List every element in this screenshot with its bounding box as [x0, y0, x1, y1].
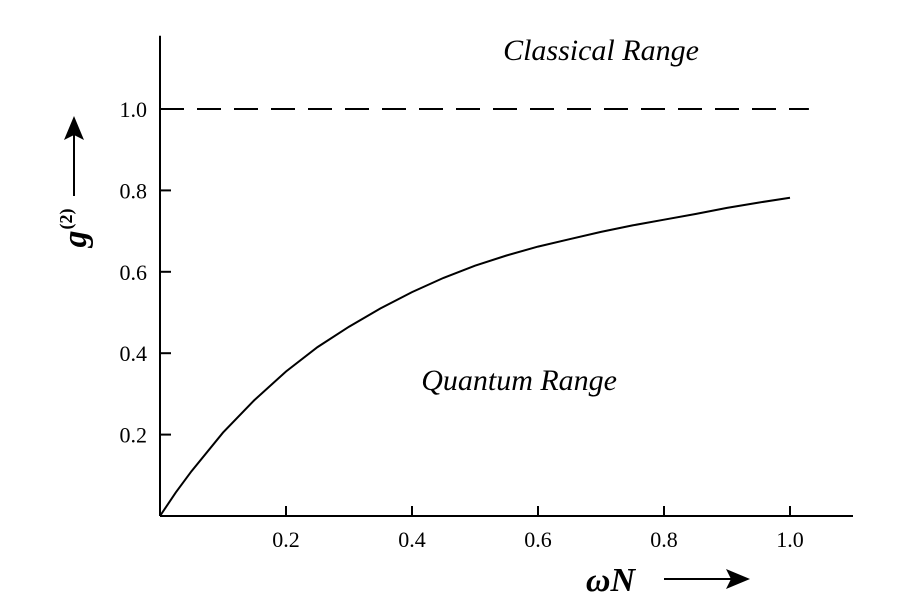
y-axis-arrowhead-icon	[64, 116, 84, 140]
ticks: 0.2 0.4 0.6 0.8 1.0 0.2 0.4 0.6 0.8 1.0	[120, 97, 804, 552]
axes	[159, 35, 853, 517]
y-tick-label: 0.6	[120, 260, 148, 285]
y-tick-label: 0.8	[120, 178, 148, 203]
classical-range-label: Classical Range	[503, 34, 699, 67]
quantum-range-label: Quantum Range	[421, 364, 617, 397]
y-tick-label: 0.2	[120, 423, 148, 448]
x-axis-arrowhead-icon	[726, 569, 750, 589]
y-axis-label-group: g(2)	[56, 209, 94, 249]
x-tick-label: 0.8	[650, 527, 678, 552]
x-tick-label: 0.6	[524, 527, 552, 552]
x-tick-label: 0.2	[272, 527, 300, 552]
y-tick-label: 0.4	[120, 341, 148, 366]
axis-labels: ωN g(2)	[56, 116, 750, 599]
y-tick-label: 1.0	[120, 97, 148, 122]
curve-series	[159, 196, 791, 517]
y-axis-label: g(2)	[56, 209, 94, 249]
series	[159, 108, 809, 517]
x-tick-label: 1.0	[776, 527, 804, 552]
x-axis-label: ωN	[586, 562, 637, 599]
x-tick-label: 0.4	[398, 527, 426, 552]
annotations: Classical Range Quantum Range	[421, 34, 699, 397]
